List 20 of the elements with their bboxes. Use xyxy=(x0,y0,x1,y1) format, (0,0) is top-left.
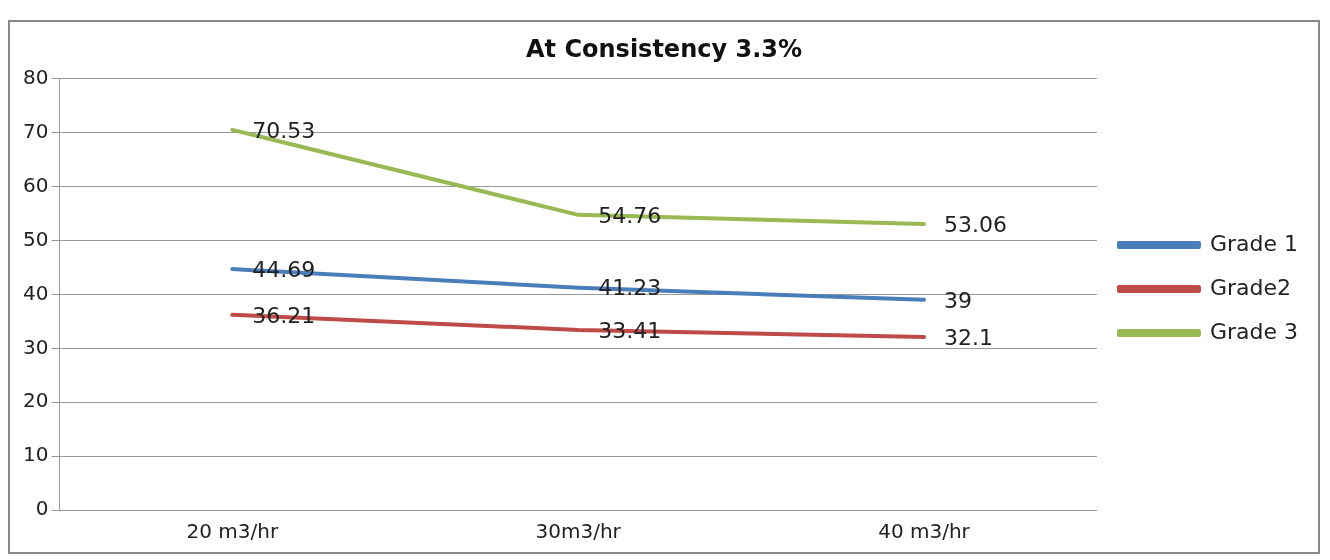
y-tick-label: 70 xyxy=(23,118,49,143)
x-tick-label: 40 m3/hr xyxy=(878,519,971,544)
y-tick-label: 10 xyxy=(23,442,49,467)
y-tick-label: 0 xyxy=(35,496,49,521)
y-tick-label: 30 xyxy=(23,334,49,359)
data-label: 39 xyxy=(944,287,973,313)
legend-label: Grade 3 xyxy=(1209,318,1299,344)
x-tick-label: 30m3/hr xyxy=(535,519,622,544)
y-tick-label: 80 xyxy=(23,65,49,89)
legend-label: Grade 1 xyxy=(1209,230,1299,256)
chart-title: At Consistency 3.3% xyxy=(525,34,803,63)
y-tick-label: 50 xyxy=(23,226,49,251)
data-label: 32.1 xyxy=(944,324,994,350)
y-tick-label: 20 xyxy=(23,388,49,413)
legend-label: Grade2 xyxy=(1209,274,1292,300)
x-tick-label: 20 m3/hr xyxy=(186,519,279,544)
y-tick-label: 60 xyxy=(23,172,49,197)
data-label: 70.53 xyxy=(252,117,316,143)
data-label: 53.06 xyxy=(944,211,1008,237)
y-tick-label: 40 xyxy=(23,280,49,305)
